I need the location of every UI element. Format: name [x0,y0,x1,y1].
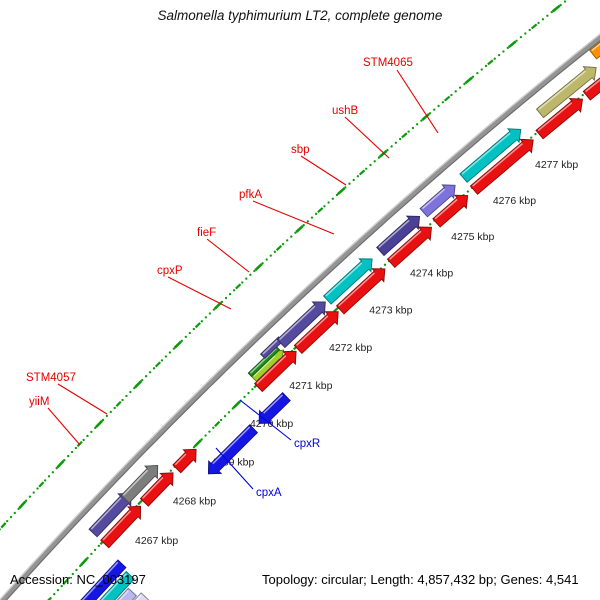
gene-highlight [421,188,446,210]
kbp-label-4276: 4276 kbp [493,195,536,207]
gene-highlight [591,42,600,52]
gene-highlight [472,143,524,187]
kbp-label-4272: 4272 kbp [329,342,372,354]
page-title: Salmonella typhimurium LT2, complete gen… [157,8,443,23]
gene-fieF-gene[interactable] [276,301,326,349]
gene-highlight [538,70,586,110]
gene-highlight [378,219,410,248]
gene-highlight [338,272,376,307]
gene-highlight [118,590,129,600]
gene-highlight [295,315,329,346]
gene-highlight [461,132,511,175]
gene-cds-red-1[interactable] [100,505,142,549]
leader-line-cpxA [215,447,254,490]
gene-highlight [389,230,422,260]
gene-arrows [80,41,600,600]
gene-cpxR-gene[interactable] [258,392,291,424]
kbp-label-4277: 4277 kbp [535,159,578,171]
gene-highlight [253,355,276,377]
leader-line-cpxR [239,399,292,441]
accession-text: Accession: NC_003197 [10,572,146,587]
kbp-label-4274: 4274 kbp [410,268,453,280]
backbone [0,33,600,600]
gene-label-pfkA[interactable]: pfkA [239,189,262,201]
leader-line-cpxP [167,276,232,310]
gene-highlight [174,453,187,466]
gene-highlight [278,305,316,341]
gene-label-yiiM[interactable]: yiiM [29,396,49,408]
gene-highlight [249,347,277,374]
kbp-label-4273: 4273 kbp [369,305,412,317]
gene-highlight [585,78,600,93]
gene-cds-red-3[interactable] [172,448,197,474]
gene-highlight [102,510,132,541]
leader-line-STM4065 [396,69,439,134]
gene-sbp-gene[interactable] [376,215,421,257]
gene-pfkA-gene[interactable] [322,258,373,305]
gene-label-ushB[interactable]: ushB [332,105,359,117]
gene-label-cpxR[interactable]: cpxR [294,438,320,450]
gene-cds-red-5[interactable] [293,311,339,355]
kbp-label-4275: 4275 kbp [451,231,494,243]
gene-cds-red-8[interactable] [432,194,469,228]
gene-cds-red-7[interactable] [386,226,432,269]
gene-highlight [142,476,164,499]
gene-cds-red-2[interactable] [139,472,174,507]
leader-line-ushB [344,116,390,159]
gene-labels: STM4065 ushB sbp pfkA fieF cpxP STM4057 yiiM cpx… [26,57,439,499]
gene-cds-red-6[interactable] [335,268,386,315]
gene-highlight [212,426,251,465]
gene-highlight [100,573,127,600]
gene-label-cpxP[interactable]: cpxP [157,265,183,277]
leader-line-STM4057 [57,383,108,415]
gene-highlight [263,394,284,414]
kbp-label-4268: 4268 kbp [173,496,216,508]
gene-label-fieF[interactable]: fieF [197,227,216,239]
gene-highlight [81,561,119,600]
gene-highlight [325,262,363,297]
gene-highlight [537,102,573,132]
gene-highlight [262,338,279,355]
kbp-label-4271: 4271 kbp [289,380,332,392]
topology-stats-text: Topology: circular; Length: 4,857,432 bp… [262,572,579,587]
gene-cds-red-10[interactable] [535,97,584,140]
gene-ushB-gene[interactable] [419,184,456,218]
gene-STM4065-gene[interactable] [459,128,522,183]
gene-label-STM4065[interactable]: STM4065 [363,57,413,69]
gene-cds-red-9[interactable] [469,138,534,195]
gene-cpxA-gene[interactable] [207,424,259,475]
gene-STM4057-gene[interactable] [120,465,159,504]
gene-olive-gene[interactable] [535,66,597,119]
gene-label-sbp[interactable]: sbp [291,144,310,156]
gene-label-STM4057[interactable]: STM4057 [26,372,76,384]
leader-line-pfkA [252,200,335,235]
gene-label-cpxA[interactable]: cpxA [256,487,282,499]
gene-cds-red-4[interactable] [253,350,297,393]
leader-line-yiiM [47,407,81,446]
kbp-label-4270: 4270 kbp [250,418,293,430]
leader-line-sbp [300,155,347,186]
gene-highlight [434,198,458,220]
kbp-label-4267: 4267 kbp [135,535,178,547]
leader-line-fieF [206,238,250,273]
gene-highlight [90,497,122,530]
gene-highlight [256,355,287,385]
gene-highlight [122,469,149,496]
